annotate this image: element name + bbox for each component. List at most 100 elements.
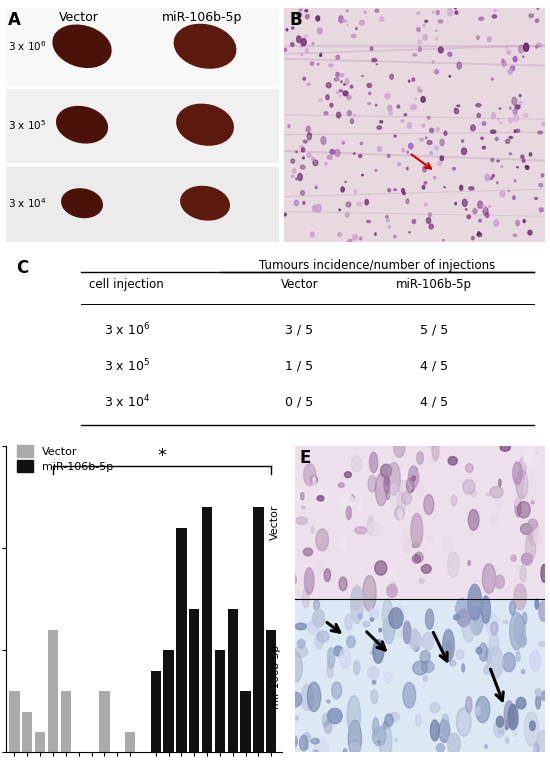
- Ellipse shape: [454, 108, 456, 109]
- Ellipse shape: [510, 107, 511, 109]
- Ellipse shape: [305, 10, 307, 12]
- Ellipse shape: [529, 153, 532, 156]
- Ellipse shape: [474, 211, 476, 214]
- Ellipse shape: [521, 50, 523, 52]
- Ellipse shape: [299, 9, 302, 11]
- Ellipse shape: [537, 730, 550, 760]
- Ellipse shape: [416, 483, 424, 496]
- Bar: [266, 630, 277, 752]
- Ellipse shape: [449, 660, 456, 666]
- Ellipse shape: [373, 640, 384, 663]
- Ellipse shape: [498, 119, 499, 120]
- Ellipse shape: [479, 643, 487, 661]
- Ellipse shape: [356, 27, 357, 30]
- Ellipse shape: [384, 673, 393, 682]
- Ellipse shape: [476, 696, 490, 723]
- Ellipse shape: [515, 105, 520, 109]
- Bar: [202, 508, 212, 752]
- Ellipse shape: [422, 124, 425, 127]
- Ellipse shape: [413, 54, 417, 56]
- Ellipse shape: [334, 78, 339, 81]
- Ellipse shape: [424, 495, 434, 515]
- Bar: [48, 630, 58, 752]
- Ellipse shape: [372, 680, 376, 684]
- Ellipse shape: [421, 559, 424, 565]
- Ellipse shape: [375, 104, 377, 106]
- Ellipse shape: [339, 209, 340, 211]
- Ellipse shape: [409, 144, 413, 149]
- Ellipse shape: [367, 220, 370, 223]
- Ellipse shape: [516, 220, 519, 226]
- Ellipse shape: [469, 187, 474, 190]
- Ellipse shape: [375, 473, 387, 506]
- Ellipse shape: [367, 103, 371, 104]
- Ellipse shape: [181, 186, 229, 220]
- Ellipse shape: [540, 207, 543, 212]
- Ellipse shape: [324, 112, 328, 115]
- Ellipse shape: [355, 527, 367, 534]
- Ellipse shape: [295, 716, 298, 720]
- Ellipse shape: [327, 700, 330, 703]
- Ellipse shape: [339, 90, 343, 92]
- Ellipse shape: [466, 697, 472, 713]
- Ellipse shape: [319, 100, 322, 101]
- Ellipse shape: [313, 610, 324, 627]
- Ellipse shape: [307, 682, 321, 711]
- Text: 3 x 10$^{4}$: 3 x 10$^{4}$: [103, 394, 150, 410]
- Ellipse shape: [390, 74, 393, 79]
- Ellipse shape: [423, 676, 427, 682]
- Ellipse shape: [371, 689, 378, 704]
- Ellipse shape: [343, 20, 346, 22]
- Ellipse shape: [497, 182, 498, 184]
- Ellipse shape: [293, 590, 300, 600]
- Ellipse shape: [316, 187, 317, 188]
- Ellipse shape: [386, 491, 390, 499]
- Ellipse shape: [488, 646, 503, 679]
- Ellipse shape: [418, 40, 421, 45]
- Ellipse shape: [368, 92, 371, 95]
- Ellipse shape: [348, 239, 352, 242]
- Ellipse shape: [345, 213, 349, 217]
- Text: Vector: Vector: [59, 11, 99, 24]
- Ellipse shape: [348, 720, 361, 757]
- Ellipse shape: [390, 484, 398, 505]
- Ellipse shape: [427, 116, 430, 119]
- Ellipse shape: [294, 741, 297, 743]
- Ellipse shape: [303, 78, 305, 81]
- Ellipse shape: [521, 154, 523, 156]
- Ellipse shape: [457, 105, 460, 106]
- Ellipse shape: [415, 553, 423, 562]
- Ellipse shape: [350, 585, 364, 623]
- Ellipse shape: [461, 148, 466, 154]
- Ellipse shape: [440, 139, 444, 146]
- Ellipse shape: [402, 148, 404, 152]
- Ellipse shape: [354, 114, 355, 116]
- Ellipse shape: [288, 125, 290, 128]
- Ellipse shape: [498, 730, 504, 733]
- Ellipse shape: [494, 220, 499, 226]
- Ellipse shape: [459, 724, 463, 727]
- Ellipse shape: [344, 84, 345, 85]
- Ellipse shape: [500, 166, 503, 168]
- Ellipse shape: [461, 713, 469, 734]
- Ellipse shape: [482, 564, 496, 594]
- Ellipse shape: [347, 111, 351, 116]
- Ellipse shape: [286, 29, 288, 31]
- Ellipse shape: [514, 115, 519, 122]
- Ellipse shape: [316, 529, 328, 551]
- Ellipse shape: [417, 87, 420, 89]
- Ellipse shape: [414, 646, 419, 651]
- Ellipse shape: [410, 105, 415, 110]
- Ellipse shape: [380, 121, 383, 123]
- Text: 3 / 5: 3 / 5: [285, 323, 313, 336]
- Ellipse shape: [418, 90, 422, 92]
- Ellipse shape: [320, 53, 322, 55]
- Ellipse shape: [542, 692, 547, 701]
- Ellipse shape: [419, 47, 421, 52]
- Ellipse shape: [444, 131, 447, 135]
- Ellipse shape: [476, 707, 480, 715]
- Ellipse shape: [471, 236, 474, 240]
- Ellipse shape: [399, 480, 411, 498]
- Ellipse shape: [536, 695, 541, 709]
- Ellipse shape: [490, 515, 498, 523]
